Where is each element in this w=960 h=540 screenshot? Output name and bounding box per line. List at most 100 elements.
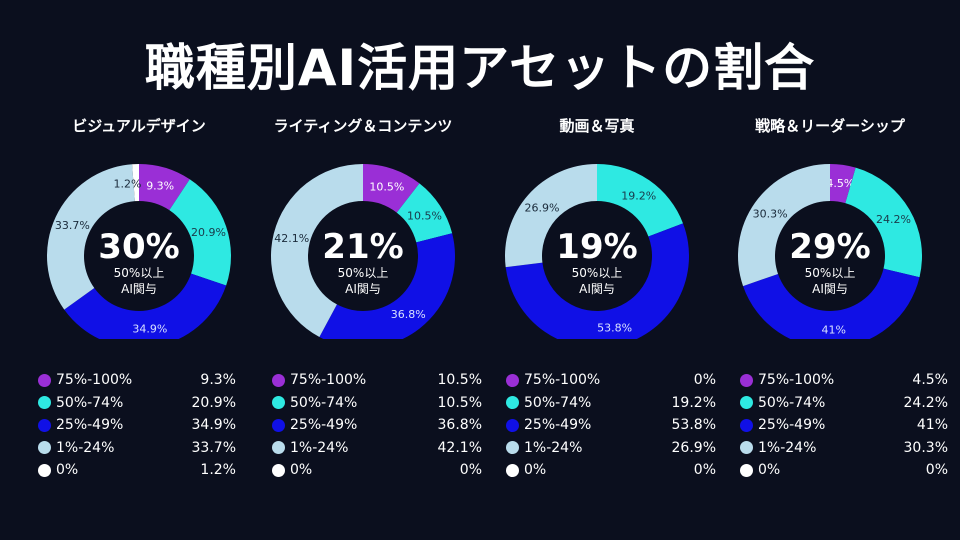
data-label: 10.5% xyxy=(369,180,404,193)
legend-label: 0% xyxy=(758,462,781,478)
legend-swatch xyxy=(38,441,51,454)
donut-segment-75%-100% xyxy=(139,164,190,211)
donut-segment-50%-74% xyxy=(396,183,453,243)
center-center-value: 21% xyxy=(322,227,403,267)
legend-label: 25%-49% xyxy=(758,417,826,433)
legend-item: 25%-49% 36.8% xyxy=(272,415,482,435)
donut-segment-50%-74% xyxy=(845,167,922,278)
legend-swatch xyxy=(272,396,285,409)
chart-title: 戦略＆リーダーシップ xyxy=(755,117,905,135)
legend-value: 26.9% xyxy=(671,439,716,456)
legend-item: 25%-49% 53.8% xyxy=(506,415,716,435)
donut-chart: 9.3% 20.9% 34.9% 33.7% 1.2% 30%50%以上 AI関与 xyxy=(46,164,231,339)
legend-item: 75%-100% 9.3% xyxy=(38,370,236,390)
legend-label: 50%-74% xyxy=(524,394,592,411)
legend-label: 50%-74% xyxy=(56,394,124,411)
donut-panel: 動画＆写真 19.2% 53.8% 26.9% 19% 50%以上 AI関与 xyxy=(480,115,714,339)
legend-swatch xyxy=(740,463,753,477)
page-title: 職種別AI活用アセットの割合 xyxy=(144,39,816,97)
legend-item: 1%-24% 26.9% xyxy=(506,438,716,458)
chart-title: ライティング＆コンテンツ xyxy=(273,117,453,135)
legend-label: 50%-74% xyxy=(758,394,826,411)
donut-segment-50%-74% xyxy=(169,179,231,286)
legend-item: 1%-24% 42.1% xyxy=(272,438,482,458)
legend-label: 1%-24% xyxy=(758,439,817,456)
data-label: 34.9% xyxy=(132,323,167,336)
donut-panel: ビジュアルデザイン 9.3% 20.9% 34.9% 33.7% 1.2% 30% 50%以上… xyxy=(22,115,256,339)
data-label: 20.9% xyxy=(191,226,226,239)
legend-swatch xyxy=(506,441,519,454)
center-center-label-1: 50%以上 xyxy=(572,266,623,280)
legend-label: 0% xyxy=(524,462,547,478)
legend-label: 75%-100% xyxy=(56,372,133,388)
legend-swatch xyxy=(506,418,519,432)
legend-item: 0% 0% xyxy=(506,460,716,480)
legend-swatch xyxy=(272,463,285,477)
center-center-value: 29% xyxy=(789,227,870,267)
legend-item: 1%-24% 33.7% xyxy=(38,438,236,458)
center-center-value: 30% xyxy=(98,227,179,267)
legend-value: 41% xyxy=(916,417,948,433)
legend-value: 10.5% xyxy=(437,372,482,388)
legend-swatch xyxy=(740,373,753,387)
legend-label: 25%-49% xyxy=(56,417,124,433)
legend-item: 50%-74% 10.5% xyxy=(272,393,482,413)
legend-item: 50%-74% 24.2% xyxy=(740,393,948,413)
data-label: 26.9% xyxy=(525,201,560,214)
legend-label: 1%-24% xyxy=(290,439,349,456)
legend-value: 4.5% xyxy=(912,372,948,388)
data-label: 9.3% xyxy=(146,180,174,193)
data-label: 30.3% xyxy=(753,207,788,220)
legend-item: 75%-100% 0% xyxy=(506,370,716,390)
donut-panel: 戦略＆リーダーシップ 4.5% 24.2% 41% 30.3% 29% 50%以上 AI関与 xyxy=(713,115,947,339)
data-label: 33.7% xyxy=(55,219,90,232)
legend-item: 1%-24% 30.3% xyxy=(740,438,948,458)
donut-segment-1%-24% xyxy=(738,164,830,287)
legend-label: 1%-24% xyxy=(524,439,583,456)
legend-swatch xyxy=(740,418,753,432)
legend-label: 0% xyxy=(56,462,79,478)
legend-label: 75%-100% xyxy=(290,372,367,388)
legend-value: 42.1% xyxy=(437,439,482,456)
legend-value: 34.9% xyxy=(191,417,236,433)
legend-value: 0% xyxy=(459,462,482,478)
center-center-label-1: 50%以上 xyxy=(805,266,856,280)
legend-value: 53.8% xyxy=(671,417,716,433)
legend-value: 0% xyxy=(693,462,716,478)
center-center-label-2: AI関与 xyxy=(812,282,848,296)
data-label: 10.5% xyxy=(407,210,442,223)
legend-item: 25%-49% 34.9% xyxy=(38,415,236,435)
legend-swatch xyxy=(38,373,51,387)
legend-swatch xyxy=(740,396,753,409)
legend-swatch xyxy=(272,441,285,454)
data-label: 1.2% xyxy=(113,177,141,190)
legend-value: 33.7% xyxy=(191,439,236,456)
donut-segment-25%-49% xyxy=(64,273,227,339)
legend-label: 25%-49% xyxy=(524,417,592,433)
data-label: 19.2% xyxy=(621,189,656,202)
donut-segment-50%-74% xyxy=(597,164,683,237)
donut-segment-1%-24% xyxy=(505,164,597,268)
legend-value: 36.8% xyxy=(437,417,482,433)
legend-swatch xyxy=(506,396,519,409)
center-center-label-1: 50%以上 xyxy=(114,266,165,280)
legend-swatch xyxy=(506,373,519,387)
data-label: 53.8% xyxy=(597,321,632,334)
donut-segment-75%-100% xyxy=(830,164,856,204)
legend-label: 75%-100% xyxy=(758,372,835,388)
legend-label: 75%-100% xyxy=(524,372,601,388)
legend-value: 0% xyxy=(925,462,948,478)
legend-item: 50%-74% 20.9% xyxy=(38,393,236,413)
donut-segment-0% xyxy=(132,164,139,202)
legend-label: 50%-74% xyxy=(290,394,358,411)
legend-swatch xyxy=(740,441,753,454)
legend-value: 30.3% xyxy=(903,439,948,456)
legend-label: 0% xyxy=(290,462,313,478)
donut-panel: ライティング＆コンテンツ 10.5% 10.5% 36.8% 42.1% 21% 50%以上… xyxy=(246,115,480,339)
legend-swatch xyxy=(38,396,51,409)
center-center-value: 19% xyxy=(556,227,637,267)
center-center-label-1: 50%以上 xyxy=(338,266,389,280)
data-label: 36.8% xyxy=(391,308,426,321)
donut-segment-25%-49% xyxy=(505,223,689,339)
data-label: 41% xyxy=(821,323,845,336)
